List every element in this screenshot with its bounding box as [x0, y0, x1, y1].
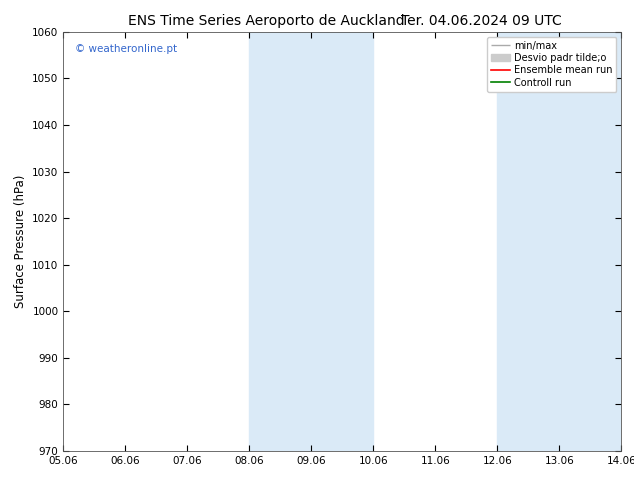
Legend: min/max, Desvio padr tilde;o, Ensemble mean run, Controll run: min/max, Desvio padr tilde;o, Ensemble m… [487, 37, 616, 92]
Text: © weatheronline.pt: © weatheronline.pt [75, 45, 177, 54]
Bar [497, 32, 621, 451]
Text: Ter. 04.06.2024 09 UTC: Ter. 04.06.2024 09 UTC [401, 14, 562, 28]
Text: ENS Time Series Aeroporto de Auckland: ENS Time Series Aeroporto de Auckland [128, 14, 404, 28]
Y-axis label: Surface Pressure (hPa): Surface Pressure (hPa) [14, 174, 27, 308]
Bar [249, 32, 373, 451]
